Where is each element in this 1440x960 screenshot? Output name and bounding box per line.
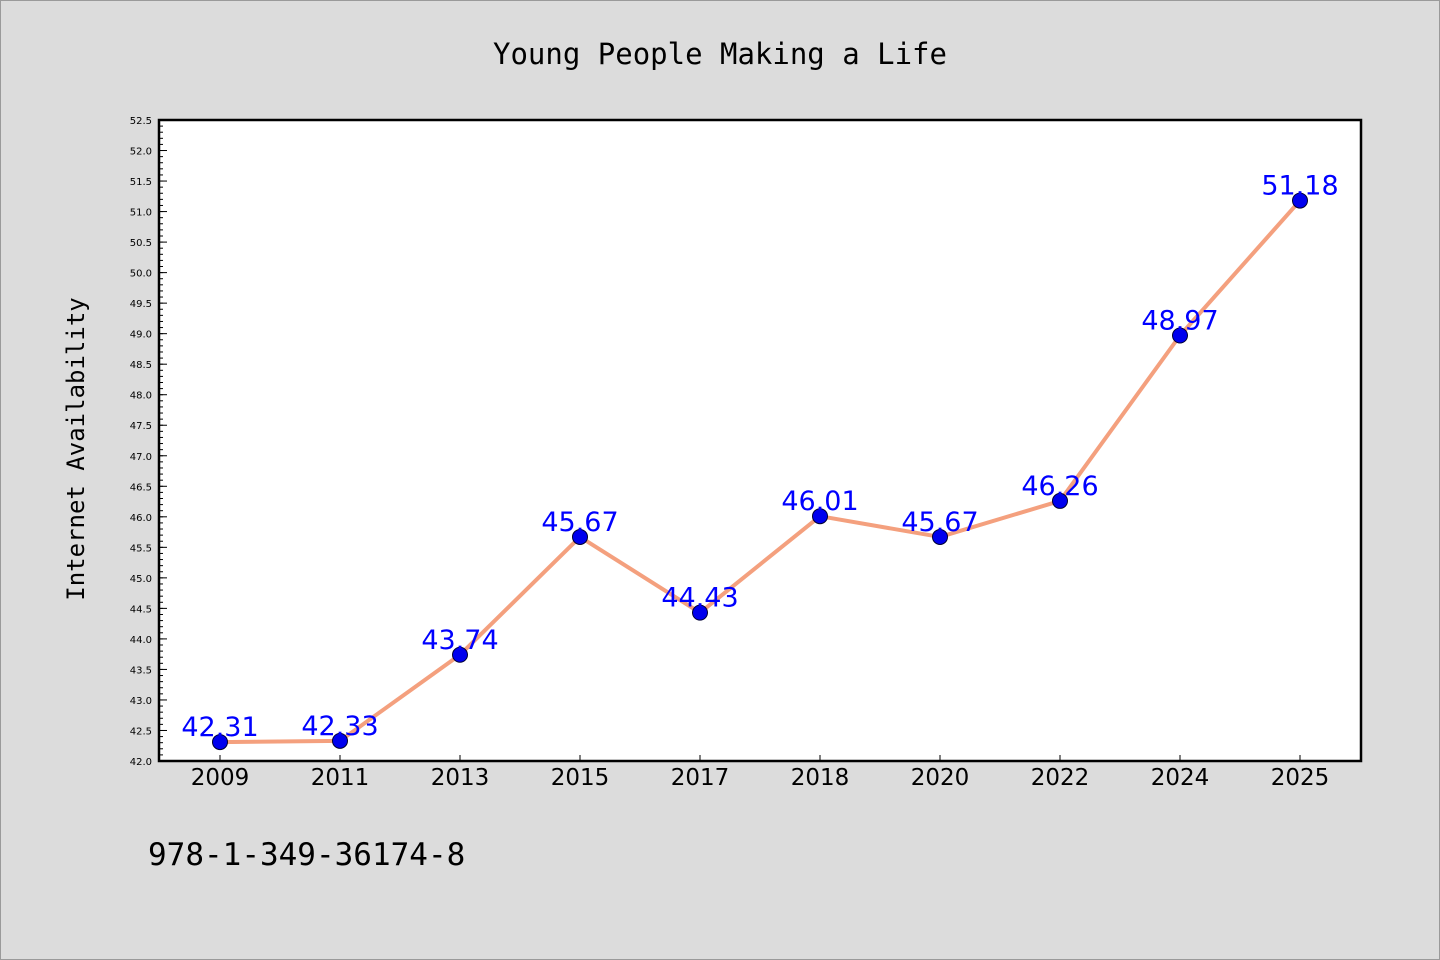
data-label: 45.67 [901,507,978,538]
data-label: 51.18 [1261,171,1338,202]
plot-area [157,118,1363,763]
y-tick-label: 48.0 [130,391,152,402]
y-tick-label: 52.5 [130,116,152,127]
y-tick-label: 49.0 [130,330,152,341]
y-tick-label: 42.0 [130,757,152,768]
x-axis: 2009 2011 2013 2015 2017 2018 2020 2022 2024 2025 [191,755,1330,791]
y-axis-label: Internet Availability [62,297,90,600]
data-label: 43.74 [421,625,498,656]
x-tick-label: 2015 [551,765,610,791]
data-point [692,604,708,621]
data-point [812,508,828,525]
x-tick-label: 2017 [671,765,730,791]
chart-title: Young People Making a Life [493,37,947,71]
y-tick-label: 47.5 [130,421,152,432]
y-tick-label: 43.5 [130,665,152,676]
data-point [1172,327,1188,344]
data-point [1052,492,1068,509]
y-tick-label: 43.0 [130,696,152,707]
y-tick-label: 48.5 [130,360,152,371]
data-label: 48.97 [1141,305,1218,336]
y-tick-label: 44.5 [130,604,152,615]
data-label: 42.33 [301,711,378,742]
y-tick-label: 47.0 [130,452,152,463]
x-tick-label: 2025 [1271,765,1330,791]
data-point [332,732,348,749]
data-point [1292,192,1308,209]
data-label: 46.01 [781,486,858,517]
data-series: 42.31 42.33 43.74 45.67 44.43 46.01 45.67 46.26… [181,171,1339,751]
x-tick-label: 2022 [1031,765,1090,791]
data-label: 44.43 [661,583,738,614]
y-tick-label: 52.0 [130,147,152,158]
data-label: 45.67 [541,507,618,538]
y-tick-label: 50.0 [130,269,152,280]
data-point [572,528,588,545]
x-tick-label: 2009 [191,765,250,791]
y-tick-label: 51.5 [130,177,152,188]
x-tick-label: 2024 [1151,765,1210,791]
y-tick-label: 46.5 [130,482,152,493]
y-tick-label: 50.5 [130,238,152,249]
data-point [932,528,948,545]
series-line [219,199,1302,745]
y-tick-label: 46.0 [130,513,152,524]
y-tick-label: 45.5 [130,543,152,554]
x-tick-label: 2020 [911,765,970,791]
x-tick-label: 2011 [311,765,370,791]
isbn-footer: 978-1-349-36174-8 [148,837,465,873]
data-point [452,646,468,663]
data-label: 46.26 [1021,471,1098,502]
y-tick-label: 49.5 [130,299,152,310]
data-point [212,734,228,751]
y-tick-label: 42.5 [130,726,152,737]
x-tick-label: 2013 [431,765,490,791]
x-tick-label: 2018 [791,765,850,791]
data-label: 42.31 [181,712,258,743]
y-tick-label: 51.0 [130,208,152,219]
y-tick-label: 45.0 [130,574,152,585]
y-axis: 42.0 42.5 43.0 43.5 44.0 44.5 45.0 45.5 46.0 46.5… [130,116,167,768]
y-tick-label: 44.0 [130,635,152,646]
